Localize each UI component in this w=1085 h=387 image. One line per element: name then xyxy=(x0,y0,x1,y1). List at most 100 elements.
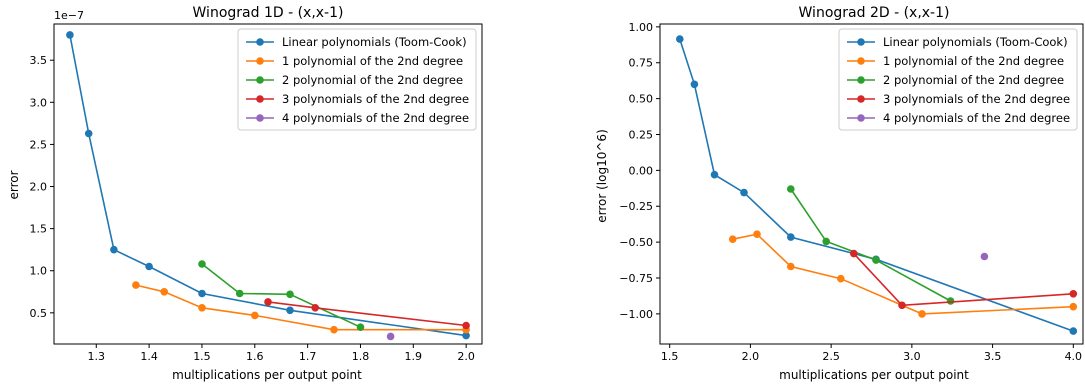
data-point xyxy=(918,310,926,318)
x-tick-label: 1.6 xyxy=(246,350,264,363)
y-tick-label: −0.25 xyxy=(619,200,653,213)
data-point xyxy=(198,304,206,312)
data-point xyxy=(386,332,395,341)
y-tick-label: −0.75 xyxy=(619,272,653,285)
x-tick-label: 3.0 xyxy=(903,350,921,363)
legend xyxy=(237,28,477,131)
y-tick-label: 2.0 xyxy=(30,181,48,194)
data-point xyxy=(980,252,989,261)
legend-marker xyxy=(256,95,264,103)
data-point xyxy=(676,35,684,43)
legend-marker xyxy=(857,38,865,46)
x-tick-label: 2.5 xyxy=(822,350,840,363)
y-tick-label: 0.5 xyxy=(30,307,48,320)
y-tick-label: 3.0 xyxy=(30,96,48,109)
data-point xyxy=(66,31,74,39)
data-point xyxy=(850,249,858,258)
data-point xyxy=(872,256,880,264)
y-tick-label: −0.50 xyxy=(619,236,653,249)
data-point xyxy=(132,281,140,289)
legend-marker xyxy=(256,76,264,84)
data-point xyxy=(822,237,830,246)
legend-marker xyxy=(857,76,865,84)
x-axis-label: multiplications per output point xyxy=(172,368,362,382)
data-point xyxy=(1069,302,1078,311)
legend-entry: Linear polynomials (Toom-Cook) xyxy=(282,35,467,49)
legend-entry: 1 polynomial of the 2nd degree xyxy=(282,54,463,68)
x-tick-label: 1.7 xyxy=(299,350,317,363)
y-tick-label: 1.0 xyxy=(30,265,48,278)
data-point xyxy=(198,260,206,268)
legend-marker xyxy=(256,114,264,122)
x-tick-label: 1.4 xyxy=(140,350,158,363)
data-point xyxy=(330,325,338,334)
y-tick-label: 0.00 xyxy=(629,164,654,177)
x-tick-label: 2.0 xyxy=(457,350,475,363)
plot-area: 1.3 1.4 1.5 1.6 1.7 1.8 1.9 2.0 0.5 1.0 1.5 2.0 2.5 3… xyxy=(30,23,483,363)
series-line xyxy=(853,253,1074,307)
legend xyxy=(838,28,1078,131)
data-point xyxy=(286,306,294,315)
data-point xyxy=(251,311,259,320)
plot-area: 1.5 2.0 2.5 3.0 3.5 4.0 −1.00 −0.75 −0.50 −0.25 0.… xyxy=(619,21,1084,363)
x-tick-label: 1.5 xyxy=(193,350,211,363)
legend-entry: 4 polynomials of the 2nd degree xyxy=(282,111,469,125)
legend-entry: 3 polynomials of the 2nd degree xyxy=(282,92,469,106)
y-tick-label: 0.50 xyxy=(629,93,654,106)
x-tick-label: 1.3 xyxy=(88,350,106,363)
y-tick-label: 1.5 xyxy=(30,223,48,236)
x-tick-label: 1.5 xyxy=(661,350,679,363)
x-tick-label: 1.8 xyxy=(352,350,370,363)
data-point xyxy=(787,262,795,271)
data-point xyxy=(356,323,365,332)
axes-frame xyxy=(53,23,483,345)
data-point xyxy=(264,298,272,306)
y-tick-label: 1.00 xyxy=(629,21,654,34)
data-point xyxy=(198,289,206,298)
data-point xyxy=(946,297,955,305)
legend-entry: 2 polynomial of the 2nd degree xyxy=(883,73,1064,87)
data-point xyxy=(145,262,153,271)
y-tick-label: 2.5 xyxy=(30,138,48,151)
series-line xyxy=(790,188,951,302)
data-point xyxy=(728,235,737,243)
y-offset-text: 1e−7 xyxy=(54,9,84,22)
data-point xyxy=(898,301,906,310)
legend-marker xyxy=(857,95,865,103)
chart-winograd-2d: Winograd 2D - (x,x-1) multiplications pe… xyxy=(595,5,1084,382)
data-point xyxy=(710,170,719,179)
x-tick-label: 4.0 xyxy=(1065,350,1083,363)
data-point xyxy=(110,245,118,254)
data-point xyxy=(160,288,168,296)
data-point xyxy=(740,188,748,197)
x-axis-label: multiplications per output point xyxy=(779,368,969,382)
chart-title: Winograd 2D - (x,x-1) xyxy=(799,5,950,21)
series-line xyxy=(732,233,1074,315)
data-point xyxy=(311,304,320,312)
x-tick-label: 1.9 xyxy=(405,350,423,363)
legend-entry: Linear polynomials (Toom-Cook) xyxy=(883,35,1068,49)
data-point xyxy=(690,80,699,89)
y-axis-label: error xyxy=(7,170,21,199)
x-tick-label: 3.5 xyxy=(984,350,1002,363)
data-point xyxy=(787,185,795,193)
y-tick-label: 0.75 xyxy=(629,57,654,70)
series-line xyxy=(135,284,467,331)
chart-title: Winograd 1D - (x,x-1) xyxy=(193,5,344,21)
legend-entry: 2 polynomial of the 2nd degree xyxy=(282,73,463,87)
legend-marker xyxy=(857,57,865,65)
data-point xyxy=(1069,327,1078,335)
data-point xyxy=(235,289,244,298)
data-point xyxy=(84,129,93,138)
chart-winograd-1d: Winograd 1D - (x,x-1) 1e−7 multiplicatio… xyxy=(7,5,483,382)
data-point xyxy=(787,233,795,241)
data-point xyxy=(1069,290,1078,298)
legend-marker xyxy=(256,38,264,46)
legend-entry: 4 polynomials of the 2nd degree xyxy=(883,111,1070,125)
legend-marker xyxy=(857,114,865,122)
x-tick-label: 2.0 xyxy=(742,350,760,363)
y-axis-label: error (log10^6) xyxy=(595,129,609,222)
axes-frame xyxy=(659,23,1084,345)
y-tick-label: 3.5 xyxy=(30,54,48,67)
